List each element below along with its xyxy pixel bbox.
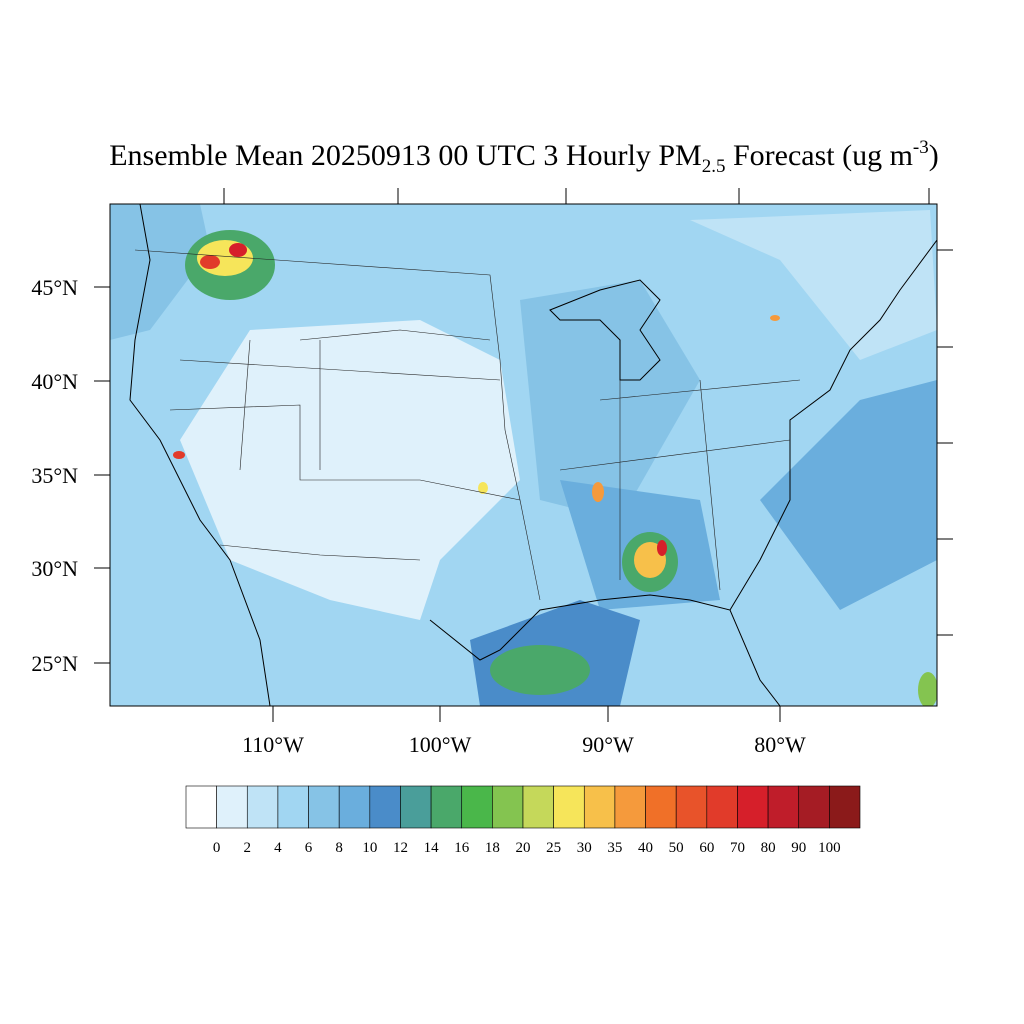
colorbar-label: 8 xyxy=(335,840,343,856)
lat-label: 30°N xyxy=(31,556,78,581)
smoke-plume xyxy=(770,315,780,321)
smoke-plume xyxy=(918,672,937,706)
lon-label: 110°W xyxy=(242,732,304,757)
colorbar-box xyxy=(767,785,800,829)
map-annotations: 45°N 40°N 35°N 30°N 25°N 110°W 100°W 90°W 80°W 0 2… xyxy=(31,275,861,856)
colorbar-box xyxy=(553,785,585,829)
colorbar-box xyxy=(430,785,463,829)
smoke-plume xyxy=(229,243,247,257)
colorbar-box xyxy=(185,785,217,829)
clean-region xyxy=(690,210,937,360)
smoke-plume xyxy=(173,451,185,459)
colorbar-label: 2 xyxy=(244,840,252,856)
colorbar-label: 12 xyxy=(393,840,408,856)
colorbar-label: 35 xyxy=(607,840,622,856)
smoke-plume xyxy=(490,645,590,695)
colorbar-label: 10 xyxy=(362,840,377,856)
map-ticks xyxy=(223,188,953,636)
colorbar-label: 16 xyxy=(454,840,470,856)
colorbar-box xyxy=(645,785,677,829)
title-text: ) xyxy=(929,139,939,172)
map-field xyxy=(110,204,937,706)
colorbar-box xyxy=(277,785,309,829)
colorbar-label: 70 xyxy=(730,840,745,856)
title-text: Forecast (ug m xyxy=(725,139,912,172)
great-lakes xyxy=(549,279,661,381)
lat-label: 45°N xyxy=(31,275,78,300)
colorbar-box xyxy=(338,785,371,829)
colorbar-label: 30 xyxy=(577,840,592,856)
colorbar-label: 80 xyxy=(761,840,776,856)
colorbar-box xyxy=(246,785,279,829)
state-borders xyxy=(134,249,801,601)
haze-region xyxy=(760,380,937,610)
gulf-coast xyxy=(429,594,781,706)
colorbar-box xyxy=(614,785,646,829)
smoke-plume xyxy=(478,482,488,494)
colorbar-label: 20 xyxy=(516,840,531,856)
colorbar-box xyxy=(737,785,769,829)
colorbar-box xyxy=(829,785,861,829)
colorbar-label: 4 xyxy=(274,840,282,856)
colorbar-box xyxy=(369,785,401,829)
colorbar-box xyxy=(798,785,830,829)
colorbar-box xyxy=(400,785,432,829)
east-coast xyxy=(729,239,937,611)
colorbar-label: 18 xyxy=(485,840,500,856)
colorbar-box xyxy=(583,785,616,829)
colorbar-box xyxy=(461,785,493,829)
colorbar-label: 100 xyxy=(818,840,841,856)
colorbar-box xyxy=(706,785,738,829)
colorbar-label: 6 xyxy=(305,840,313,856)
colorbar-label: 25 xyxy=(546,840,561,856)
title-subscript: 2.5 xyxy=(702,156,726,177)
colorbar-box xyxy=(675,785,708,829)
clean-region xyxy=(180,320,520,620)
lon-label: 90°W xyxy=(582,732,634,757)
colorbar-label: 40 xyxy=(638,840,653,856)
lat-label: 25°N xyxy=(31,651,78,676)
colorbar-label: 90 xyxy=(791,840,806,856)
lat-label: 35°N xyxy=(31,463,78,488)
colorbar-label: 60 xyxy=(699,840,714,856)
colorbar-box xyxy=(522,785,554,829)
colorbar-label: 50 xyxy=(669,840,684,856)
colorbar-label: 14 xyxy=(424,840,440,856)
colorbar-box xyxy=(308,785,340,829)
colorbar-box xyxy=(492,785,524,829)
haze-region xyxy=(110,204,210,340)
colorbar-label: 0 xyxy=(213,840,221,856)
colorbar-box xyxy=(216,785,248,829)
smoke-plume xyxy=(592,482,604,502)
smoke-plume xyxy=(200,255,220,269)
west-coast xyxy=(129,204,271,706)
map-frame xyxy=(109,203,938,707)
lon-label: 80°W xyxy=(754,732,806,757)
map-title: Ensemble Mean 20250913 00 UTC 3 Hourly P… xyxy=(109,137,939,177)
title-superscript: -3 xyxy=(913,137,929,158)
title-text: Ensemble Mean 20250913 00 UTC 3 Hourly P… xyxy=(109,139,701,172)
lon-label: 100°W xyxy=(409,732,472,757)
lat-label: 40°N xyxy=(31,369,78,394)
smoke-plume xyxy=(657,540,667,556)
haze-region xyxy=(520,280,700,520)
